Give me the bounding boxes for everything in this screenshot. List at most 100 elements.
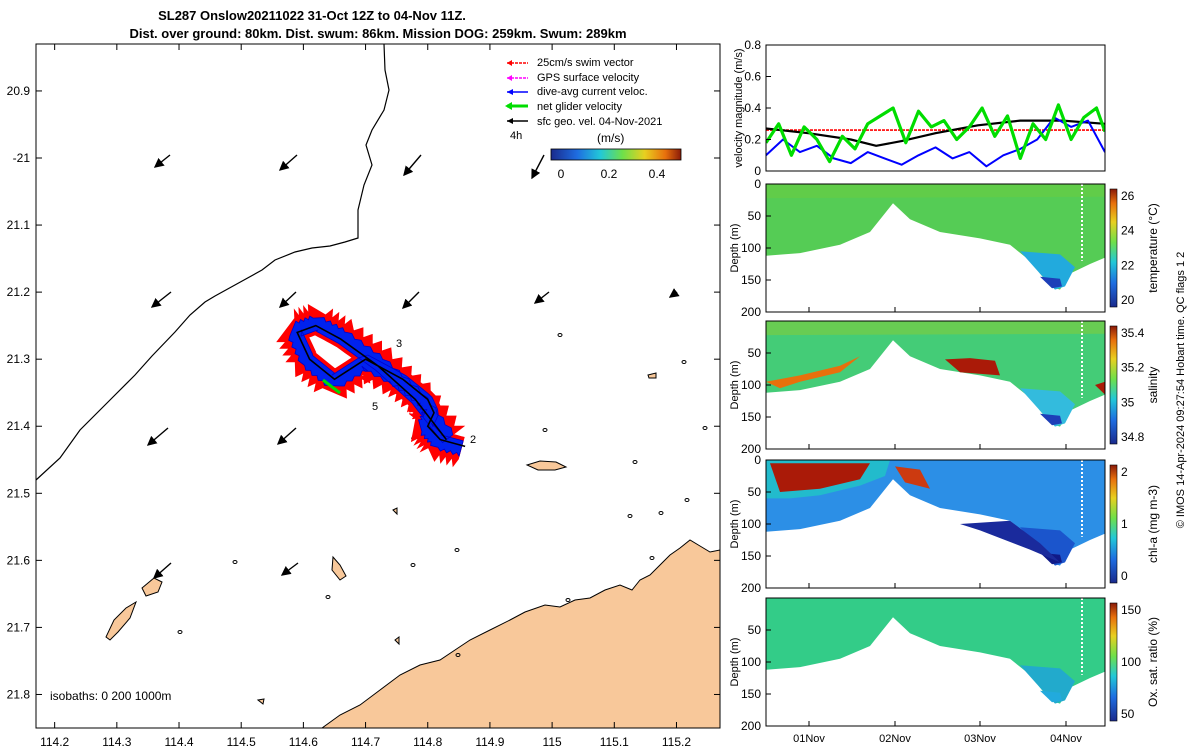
map-y-ticklabel: -21 — [13, 151, 31, 165]
velocity-ticklabel: 0.6 — [744, 70, 761, 84]
islet — [658, 511, 664, 515]
geo-arrow — [278, 154, 298, 171]
credit-text: © IMOS 14-Apr-2024 09:27:54 Hobart time.… — [1175, 252, 1187, 529]
geo-arrow — [152, 562, 172, 579]
map-x-ticklabel: 115 — [543, 735, 562, 749]
velocity-panel: 0 0.2 0.4 0.6 0.8 velocity magnitude (m/s) — [733, 38, 1106, 178]
islet — [177, 630, 183, 634]
colorbar-tick: 0.4 — [649, 167, 666, 181]
section-ticklabel: 50 — [748, 346, 762, 360]
section-ticklabel: 200 — [741, 719, 761, 733]
map-x-ticklabel: 114.3 — [102, 735, 131, 749]
section-colorbar-ticklabel: 35.2 — [1121, 361, 1145, 375]
island — [392, 507, 398, 516]
section-colorbar-label: temperature (°C) — [1146, 203, 1160, 293]
section-colorbar — [1109, 325, 1118, 445]
section-colorbar-ticklabel: 35 — [1121, 395, 1135, 409]
section-x-ticklabel: 03Nov — [964, 733, 996, 745]
section-accent — [766, 356, 860, 389]
section-ticklabel: 200 — [741, 581, 761, 595]
section-surface-layer — [766, 321, 1105, 336]
legend-geo: sfc geo. vel. 04-Nov-2021 — [537, 116, 662, 128]
geo-arrow — [153, 154, 171, 168]
swim-vectors — [276, 304, 466, 468]
map-y-ticklabel: 21.1 — [7, 218, 31, 232]
map-x-ticklabel: 114.5 — [227, 735, 256, 749]
section-ylabel: Depth (m) — [729, 500, 741, 549]
velocity-y-ticks: 0 0.2 0.4 0.6 0.8 — [744, 38, 771, 178]
velocity-ticklabel: 0.2 — [744, 133, 761, 147]
figure-title-line1: SL287 Onslow20211022 31-Oct 12Z to 04-No… — [158, 8, 466, 23]
colorbar-tick: 0.2 — [601, 167, 618, 181]
net-velocity-arrow — [322, 378, 341, 395]
island — [105, 600, 137, 641]
section-ticklabel: 50 — [748, 485, 762, 499]
section-deep-patch — [1020, 527, 1075, 566]
section-colorbar-ticklabel: 2 — [1121, 465, 1128, 479]
section-accent — [895, 466, 930, 489]
island — [647, 372, 657, 379]
section-deep-patch — [1020, 251, 1075, 290]
islet — [325, 595, 331, 599]
geo-arrow — [403, 154, 422, 177]
colorbar-tick: 0 — [558, 167, 565, 181]
island — [525, 460, 568, 471]
map-y-ticklabel: 21.4 — [7, 419, 31, 433]
section-ylabel: Depth (m) — [729, 638, 741, 687]
section-panel: 0 50 100 150 200 Depth (m) 20 22 24 26 temperature… — [729, 177, 1160, 319]
mainland — [321, 539, 720, 728]
islet — [684, 498, 690, 502]
island — [256, 698, 265, 705]
island — [331, 555, 347, 581]
colorbar-title: (m/s) — [597, 131, 624, 145]
geo-arrow — [276, 427, 297, 445]
section-ticklabel: 200 — [741, 305, 761, 319]
section-colorbar — [1109, 188, 1118, 308]
section-field — [766, 184, 1105, 290]
map-x-ticklabel: 114.6 — [289, 735, 318, 749]
islet — [649, 556, 655, 560]
velocity-frame — [765, 44, 1106, 172]
section-colorbar-label: Ox. sat. ratio (%) — [1146, 617, 1160, 707]
coastline-boundary — [36, 44, 390, 481]
speed-colorbar — [550, 148, 682, 161]
map-y-ticklabel: 21.6 — [7, 553, 31, 567]
map-x-ticklabel: 114.9 — [475, 735, 504, 749]
section-ticklabel: 50 — [748, 623, 762, 637]
map-x-ticklabel: 114.7 — [351, 735, 380, 749]
section-colorbar-ticklabel: 22 — [1121, 258, 1135, 272]
map-x-ticklabel: 114.8 — [413, 735, 442, 749]
islet — [557, 333, 563, 337]
section-ticklabel: 0 — [754, 177, 761, 191]
dive-avg-current-band — [288, 315, 464, 458]
section-ylabel: Depth (m) — [729, 224, 741, 273]
section-colorbar-ticklabel: 24 — [1121, 224, 1135, 238]
section-ticklabel: 100 — [741, 241, 761, 255]
section-deep-patch — [1020, 388, 1075, 427]
legend-net: net glider velocity — [537, 101, 622, 113]
section-colorbar-ticklabel: 100 — [1121, 655, 1141, 669]
swim-vector-band — [276, 304, 466, 468]
section-field — [766, 598, 1105, 704]
map-x-ticklabel: 114.2 — [40, 735, 69, 749]
section-accent — [1095, 381, 1105, 395]
legend-gps: GPS surface velocity — [537, 72, 640, 84]
map-y-ticklabel: 21.8 — [7, 687, 31, 701]
section-field — [766, 321, 1105, 427]
islet — [632, 460, 638, 464]
legend-swim: 25cm/s swim vector — [537, 57, 634, 69]
velocity-ticklabel: 0.8 — [744, 38, 761, 52]
geo-arrow — [280, 562, 299, 576]
velocity-series — [766, 103, 1105, 168]
map-y-ticks: 20.9 -21 21.1 21.2 21.3 21.4 21.5 21.6 21.7 21.8 — [7, 84, 720, 701]
isobaths-note: isobaths: 0 200 1000m — [50, 689, 171, 703]
section-accent — [770, 463, 870, 492]
map-x-ticklabel: 115.1 — [600, 735, 629, 749]
geo-arrow — [402, 291, 420, 309]
section-accent — [960, 520, 1060, 563]
section-panel: 50 100 150 200 Depth (m) 34.8 35 35.2 35.4 salini… — [729, 320, 1160, 456]
velocity-series-line — [766, 103, 1105, 164]
section-colorbar-ticklabel: 35.4 — [1121, 326, 1145, 340]
section-ticklabel: 100 — [741, 655, 761, 669]
